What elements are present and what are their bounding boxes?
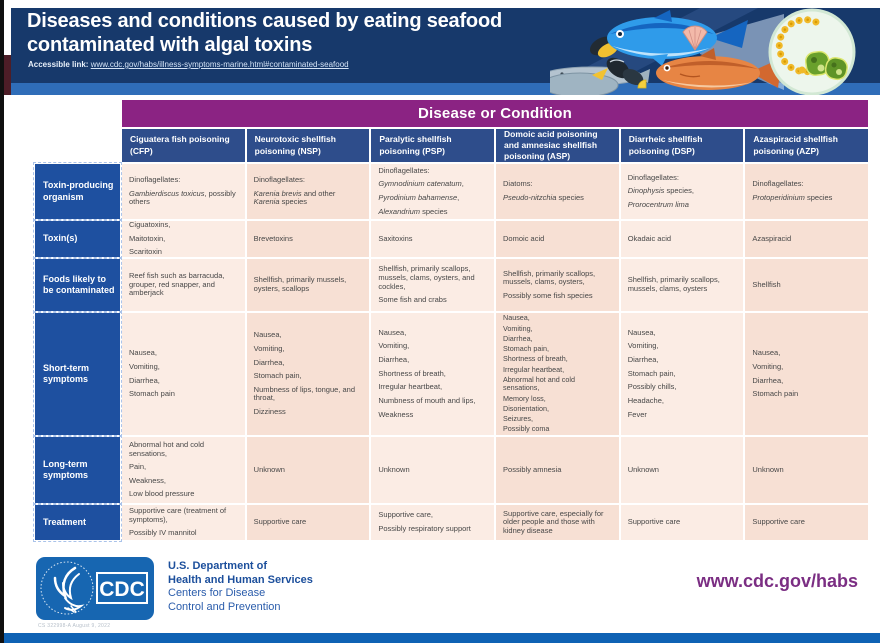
column-header: Azaspiracid shellfish poisoning (AZP) bbox=[745, 129, 869, 162]
accessible-link-label: Accessible link: bbox=[28, 60, 89, 69]
table-cell: Supportive care bbox=[620, 505, 744, 540]
page-left-accent bbox=[4, 55, 11, 95]
table-banner: Disease or Condition bbox=[122, 100, 868, 127]
column-header: Diarrheic shellfish poisoning (DSP) bbox=[620, 129, 744, 162]
document-number: CS 322998-A August 9, 2022 bbox=[38, 623, 111, 629]
agency-line-2: Health and Human Services bbox=[168, 573, 313, 586]
page-left-edge bbox=[0, 0, 4, 643]
hhs-eagle-icon bbox=[53, 566, 85, 613]
table-cell: Possibly amnesia bbox=[496, 437, 619, 503]
table-cell: Saxitoxins bbox=[371, 221, 495, 257]
row-label: Toxin(s) bbox=[33, 219, 122, 259]
table-cell: Brevetoxins bbox=[246, 221, 370, 257]
table-cell: Dinoflagellates: Protoperidinium species bbox=[745, 164, 869, 219]
footer-url[interactable]: www.cdc.gov/habs bbox=[696, 571, 858, 591]
table-cell: Supportive care (treatment of symptoms),… bbox=[122, 505, 245, 540]
header-bottom-strip bbox=[11, 83, 880, 95]
column-header-row: Ciguatera fish poisoning (CFP) Neurotoxic… bbox=[122, 129, 869, 162]
table-cell: Shellfish bbox=[745, 259, 869, 311]
table-cell: Shellfish, primarily mussels, oysters, s… bbox=[246, 259, 370, 311]
table-cell: Nausea, Vomiting, Diarrhea, Stomach pain, Sh… bbox=[496, 313, 619, 435]
footer-bar bbox=[0, 633, 880, 643]
table-cell: Ciguatoxins, Maitotoxin, Scaritoxin bbox=[122, 221, 245, 257]
table-cell: Diatoms: Pseudo-nitzchia species bbox=[496, 164, 619, 219]
table-cell: Supportive care, Possibly respiratory sup… bbox=[371, 505, 495, 540]
table-row: Treatment Supportive care (treatment of s… bbox=[33, 503, 869, 542]
row-label: Short-term symptoms bbox=[33, 311, 122, 437]
table-row: Long-term symptoms Abnormal hot and cold … bbox=[33, 435, 869, 505]
column-header: Neurotoxic shellfish poisoning (NSP) bbox=[246, 129, 370, 162]
table-cell: Domoic acid bbox=[496, 221, 619, 257]
table-row: Toxin-producing organism Dinoflagellates:… bbox=[33, 162, 869, 221]
table-cell: Shellfish, primarily scallops, mussels, … bbox=[496, 259, 619, 311]
agency-line-1: U.S. Department of bbox=[168, 560, 268, 572]
column-header: Domoic acid poisoning and amnesiac shell… bbox=[496, 129, 619, 162]
row-label: Toxin-producing organism bbox=[33, 162, 122, 221]
column-header: Paralytic shellfish poisoning (PSP) bbox=[371, 129, 495, 162]
table-cell: Dinoflagellates: Dinophysis species, Proro… bbox=[620, 164, 744, 219]
cdc-logo-text: CDC bbox=[99, 578, 145, 601]
table-cell: Shellfish, primarily scallops, mussels, … bbox=[371, 259, 495, 311]
cdc-logo: CDC bbox=[36, 557, 154, 620]
table-cell: Nausea, Vomiting, Diarrhea, Stomach pain bbox=[745, 313, 869, 435]
table-cell: Azaspiracid bbox=[745, 221, 869, 257]
row-label: Long-term symptoms bbox=[33, 435, 122, 505]
column-header: Ciguatera fish poisoning (CFP) bbox=[122, 129, 245, 162]
accessible-link[interactable]: www.cdc.gov/habs/illness-symptoms-marine… bbox=[90, 60, 349, 69]
table-cell: Nausea, Vomiting, Diarrhea, Stomach pain, Nu… bbox=[246, 313, 370, 435]
table-cell: Supportive care bbox=[246, 505, 370, 540]
table-cell: Supportive care bbox=[745, 505, 869, 540]
tuna-fish-icon bbox=[550, 68, 619, 95]
row-label: Foods likely to be contaminated bbox=[33, 257, 122, 313]
table-row: Toxin(s) Ciguatoxins, Maitotoxin, Scaritoxi… bbox=[33, 219, 869, 259]
agency-name-block: U.S. Department of Health and Human Serv… bbox=[168, 560, 313, 614]
table-cell: Unknown bbox=[745, 437, 869, 503]
table-cell: Dinoflagellates: Gambierdiscus toxicus, p… bbox=[122, 164, 245, 219]
table-cell: Dinoflagellates: Karenia brevis and other… bbox=[246, 164, 370, 219]
page-title-line1: Diseases and conditions caused by eating… bbox=[27, 10, 502, 32]
table-row: Short-term symptoms Nausea, Vomiting, Diarr… bbox=[33, 311, 869, 437]
table-cell: Nausea, Vomiting, Diarrhea, Shortness of br… bbox=[371, 313, 495, 435]
disease-table: Disease or Condition Ciguatera fish pois… bbox=[33, 100, 869, 542]
table-row: Foods likely to be contaminated Reef fish… bbox=[33, 257, 869, 313]
row-label: Treatment bbox=[33, 503, 122, 542]
algae-magnifier-icon bbox=[768, 8, 856, 95]
scallop-shell-icon bbox=[682, 25, 708, 51]
table-cell: Nausea, Vomiting, Diarrhea, Stomach pain, Po… bbox=[620, 313, 744, 435]
accessible-link-line: Accessible link: www.cdc.gov/habs/illnes… bbox=[28, 60, 349, 69]
agency-line-4: Control and Prevention bbox=[168, 600, 281, 613]
page-title: Diseases and conditions caused by eating… bbox=[27, 9, 502, 57]
table-cell: Unknown bbox=[620, 437, 744, 503]
table-cell: Abnormal hot and cold sensations, Pain, We… bbox=[122, 437, 245, 503]
seafood-illustration bbox=[550, 8, 856, 95]
table-cell: Unknown bbox=[371, 437, 495, 503]
table-cell: Reef fish such as barracuda, grouper, re… bbox=[122, 259, 245, 311]
table-cell: Shellfish, primarily scallops, mussels, … bbox=[620, 259, 744, 311]
table-cell: Nausea, Vomiting, Diarrhea, Stomach pain bbox=[122, 313, 245, 435]
page-title-line2: contaminated with algal toxins bbox=[27, 34, 313, 56]
table-cell: Okadaic acid bbox=[620, 221, 744, 257]
agency-line-3: Centers for Disease bbox=[168, 587, 266, 599]
table-cell: Dinoflagellates: Gymnodinium catenatum, Py… bbox=[371, 164, 495, 219]
table-cell: Supportive care, especially for older pe… bbox=[496, 505, 619, 540]
table-cell: Unknown bbox=[246, 437, 370, 503]
table-body: Toxin-producing organism Dinoflagellates:… bbox=[33, 162, 869, 542]
